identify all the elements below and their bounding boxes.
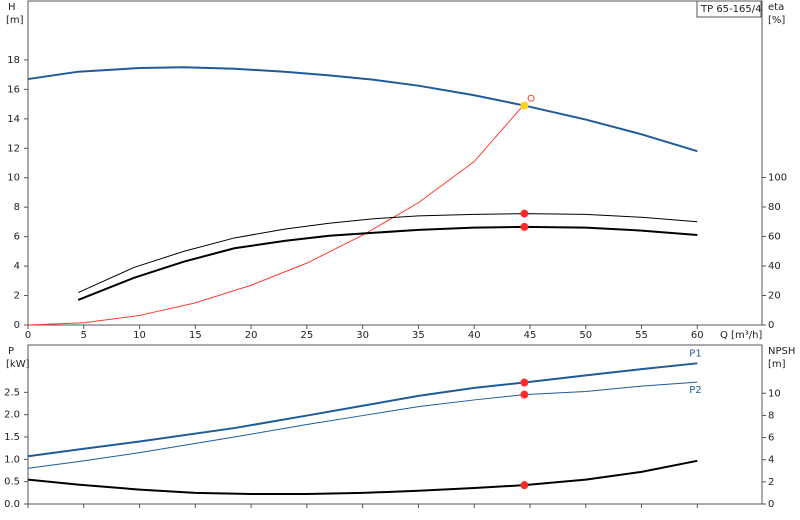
x-tick-label: 35	[412, 330, 425, 341]
y-tick-label: 2.0	[4, 410, 20, 421]
duty-point	[520, 101, 529, 110]
x-tick-label: 40	[468, 330, 481, 341]
y-tick-label: 8	[14, 202, 20, 213]
y2-tick-label: 100	[768, 172, 787, 183]
y2-axis-unit: [%]	[768, 15, 785, 26]
x-tick-label: 45	[524, 330, 537, 341]
x-tick-label: 5	[81, 330, 87, 341]
y2-tick-label: 80	[768, 202, 781, 213]
x-tick-label: 20	[245, 330, 258, 341]
y-tick-label: 10	[7, 173, 20, 184]
x-tick-label: 60	[691, 330, 704, 341]
curve	[27, 381, 698, 469]
y2-tick-label: 0	[768, 499, 774, 510]
y-axis-unit: [kW]	[6, 359, 30, 370]
y-tick-label: 12	[7, 143, 20, 154]
curve	[77, 213, 698, 293]
curve	[77, 225, 698, 301]
curve-label: P2	[689, 385, 701, 396]
y-tick-label: 6	[14, 232, 20, 243]
duty-point	[520, 390, 529, 399]
duty-point	[520, 481, 529, 490]
y2-axis-label: eta	[768, 2, 784, 13]
x-tick-label: 15	[189, 330, 202, 341]
duty-point	[520, 378, 529, 387]
duty-point	[527, 94, 535, 102]
y-tick-label: 16	[7, 84, 20, 95]
y2-tick-label: 6	[768, 433, 774, 444]
y-tick-label: 2.5	[4, 387, 20, 398]
y2-tick-label: 2	[768, 477, 774, 488]
plot-frame	[27, 0, 763, 326]
curve	[27, 66, 698, 153]
y2-tick-label: 60	[768, 231, 781, 242]
curve	[27, 103, 525, 326]
duty-point	[520, 209, 529, 218]
x-tick-label: 10	[133, 330, 146, 341]
x-tick-label: 30	[356, 330, 369, 341]
y2-axis-label: NPSH	[768, 346, 795, 357]
x-tick-label: 50	[579, 330, 592, 341]
y2-axis-unit: [m]	[768, 359, 786, 370]
y-tick-label: 18	[7, 55, 20, 66]
curve	[27, 459, 698, 496]
y-tick-label: 4	[14, 261, 20, 272]
y2-tick-label: 10	[768, 388, 781, 399]
y-tick-label: 0.0	[4, 499, 20, 510]
y-axis-unit: [m]	[6, 15, 24, 26]
curve-label: P1	[689, 348, 701, 359]
y2-tick-label: 40	[768, 261, 781, 272]
y2-tick-label: 8	[768, 410, 774, 421]
x-tick-label: 25	[301, 330, 314, 341]
plot-frame	[27, 344, 763, 505]
x-tick-label: 55	[635, 330, 648, 341]
y-tick-label: 2	[14, 291, 20, 302]
curve	[27, 362, 698, 458]
y-axis-label: H	[8, 2, 16, 13]
y2-tick-label: 0	[768, 320, 774, 331]
y2-tick-label: 20	[768, 290, 781, 301]
y-tick-label: 0.5	[4, 477, 20, 488]
y-axis-label: P	[8, 346, 14, 357]
y2-tick-label: 4	[768, 455, 774, 466]
model-box	[696, 0, 762, 18]
duty-point	[520, 222, 529, 231]
model-label: TP 65-165/4	[700, 4, 761, 15]
x-tick-label: 0	[25, 330, 31, 341]
y-tick-label: 14	[7, 114, 20, 125]
y-tick-label: 0	[14, 320, 20, 331]
y-tick-label: 1.5	[4, 432, 20, 443]
y-tick-label: 1.0	[4, 454, 20, 465]
x-axis-label: Q [m³/h]	[720, 330, 762, 341]
